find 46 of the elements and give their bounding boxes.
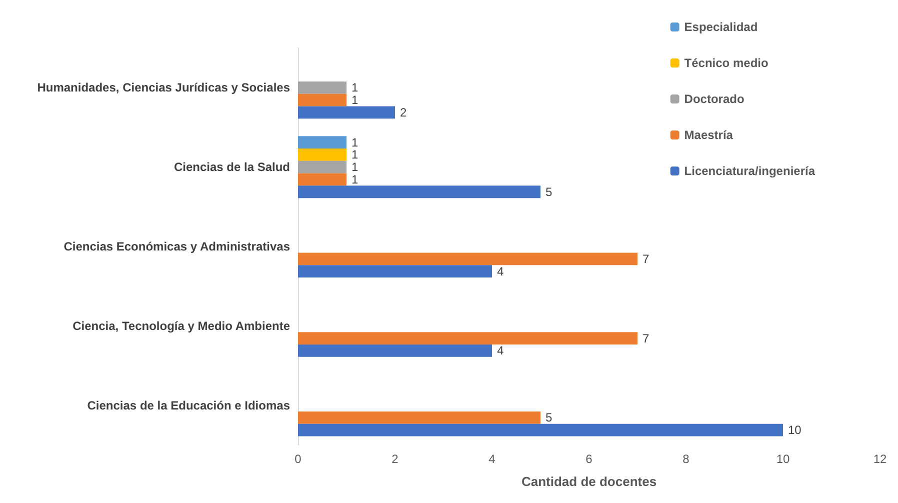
data-label: 1 <box>352 80 358 95</box>
x-tick-label: 0 <box>294 452 302 466</box>
data-label: 5 <box>546 184 552 199</box>
bar <box>298 106 395 119</box>
data-label: 2 <box>400 105 407 120</box>
data-label: 1 <box>352 160 358 174</box>
y-tick-label: Ciencias de la Salud <box>174 160 290 174</box>
legend-label: Licenciatura/ingeniería <box>684 164 816 178</box>
x-tick-label: 4 <box>488 452 496 466</box>
x-tick-label: 8 <box>682 452 690 466</box>
y-tick-label: Humanidades, Ciencias Jurídicas y Sociales <box>37 80 290 95</box>
data-label: 4 <box>497 264 504 278</box>
data-label: 5 <box>546 410 552 425</box>
x-axis-title: Cantidad de docentes <box>521 474 657 489</box>
data-label: 10 <box>788 423 802 438</box>
data-label: 1 <box>352 135 358 150</box>
y-tick-label: Ciencia, Tecnología y Medio Ambiente <box>72 318 290 333</box>
bar <box>298 344 492 357</box>
data-label: 1 <box>352 172 358 186</box>
bar <box>298 265 492 278</box>
data-label: 4 <box>497 344 504 358</box>
bar <box>298 186 540 198</box>
y-tick-label: Ciencias de la Educación e Idiomas <box>87 398 290 412</box>
bar <box>298 160 346 174</box>
bar <box>298 82 346 94</box>
legend-label: Especialidad <box>684 20 758 34</box>
x-tick-label: 2 <box>392 452 399 466</box>
data-label: 1 <box>352 148 358 162</box>
x-tick-label: 10 <box>776 452 790 466</box>
y-tick-label: Ciencias Económicas y Administrativas <box>64 240 290 254</box>
data-label: 7 <box>642 331 650 346</box>
bar <box>298 94 346 106</box>
legend-label: Maestría <box>684 128 734 142</box>
bar <box>298 411 540 424</box>
bar <box>298 136 346 149</box>
bar <box>298 148 346 161</box>
data-label: 7 <box>642 252 650 266</box>
x-tick-label: 6 <box>586 452 593 466</box>
bar <box>298 332 638 344</box>
x-tick-label: 12 <box>873 452 887 466</box>
legend-label: Técnico medio <box>684 56 768 70</box>
bar <box>298 252 638 266</box>
bar <box>298 424 783 436</box>
bar <box>298 173 346 186</box>
legend-label: Doctorado <box>684 92 744 106</box>
data-label: 1 <box>352 93 358 108</box>
